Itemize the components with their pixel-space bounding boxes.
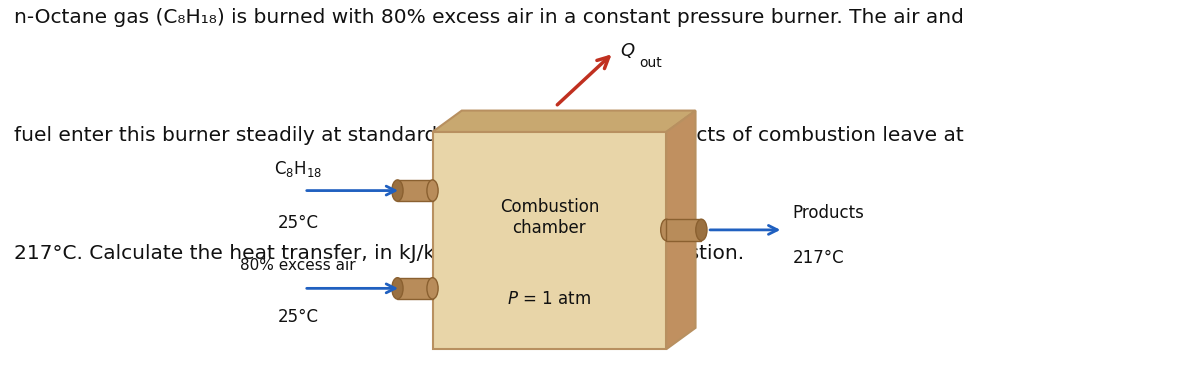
Text: 25°C: 25°C bbox=[277, 214, 318, 232]
Text: $\mathit{Q}$: $\mathit{Q}$ bbox=[619, 41, 635, 60]
Polygon shape bbox=[666, 219, 701, 241]
Ellipse shape bbox=[696, 219, 707, 241]
Text: Products: Products bbox=[792, 204, 864, 222]
Text: C$_8$H$_{18}$: C$_8$H$_{18}$ bbox=[274, 159, 323, 179]
Text: 217°C. Calculate the heat transfer, in kJ/kg fuel, during this combustion.: 217°C. Calculate the heat transfer, in k… bbox=[14, 244, 744, 263]
Ellipse shape bbox=[392, 278, 403, 299]
Polygon shape bbox=[432, 132, 666, 349]
Text: 25°C: 25°C bbox=[277, 308, 318, 326]
Ellipse shape bbox=[427, 278, 438, 299]
Text: n-Octane gas (C₈H₁₈) is burned with 80% excess air in a constant pressure burner: n-Octane gas (C₈H₁₈) is burned with 80% … bbox=[14, 8, 964, 27]
Polygon shape bbox=[666, 111, 696, 349]
Text: out: out bbox=[640, 56, 662, 70]
Ellipse shape bbox=[661, 219, 672, 241]
Text: 217°C: 217°C bbox=[792, 249, 844, 267]
Polygon shape bbox=[397, 278, 432, 299]
Polygon shape bbox=[397, 180, 432, 201]
Text: $P$ = 1 atm: $P$ = 1 atm bbox=[508, 290, 592, 308]
Text: 80% excess air: 80% excess air bbox=[240, 258, 356, 273]
Text: fuel enter this burner steadily at standard conditions and the products of combu: fuel enter this burner steadily at stand… bbox=[14, 126, 964, 145]
Ellipse shape bbox=[427, 180, 438, 201]
Text: Combustion
chamber: Combustion chamber bbox=[499, 198, 599, 237]
Ellipse shape bbox=[392, 180, 403, 201]
Polygon shape bbox=[432, 111, 696, 132]
